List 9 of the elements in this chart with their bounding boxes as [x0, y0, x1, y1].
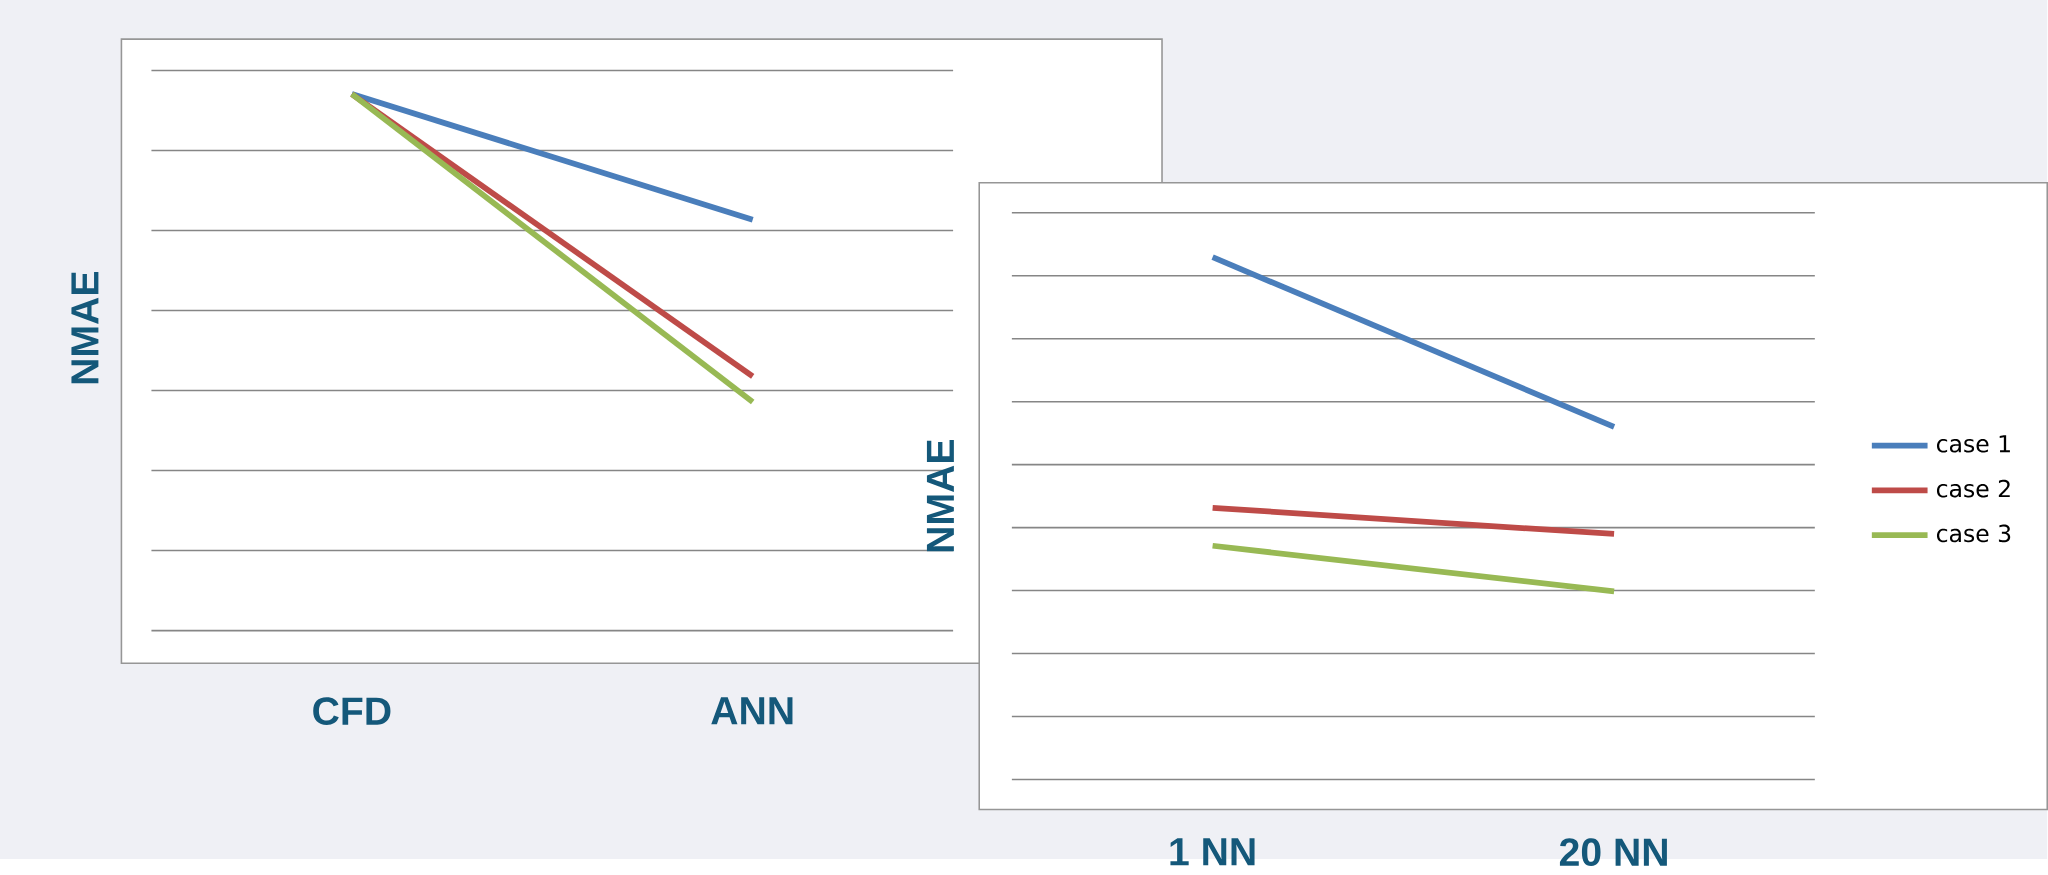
legend-label: case 2 [1936, 479, 2010, 498]
x-tick-label: 20 NN [1559, 838, 1667, 867]
legend-label: case 1 [1936, 435, 2010, 453]
x-tick-label: ANN [711, 697, 793, 725]
y-axis-title: NMAE [71, 272, 99, 384]
x-tick-label: 1 NN [1170, 838, 1255, 866]
legend-label: case 3 [1936, 524, 2011, 543]
x-tick-label: CFD [313, 697, 391, 726]
y-axis-title: NMAE [926, 440, 954, 552]
